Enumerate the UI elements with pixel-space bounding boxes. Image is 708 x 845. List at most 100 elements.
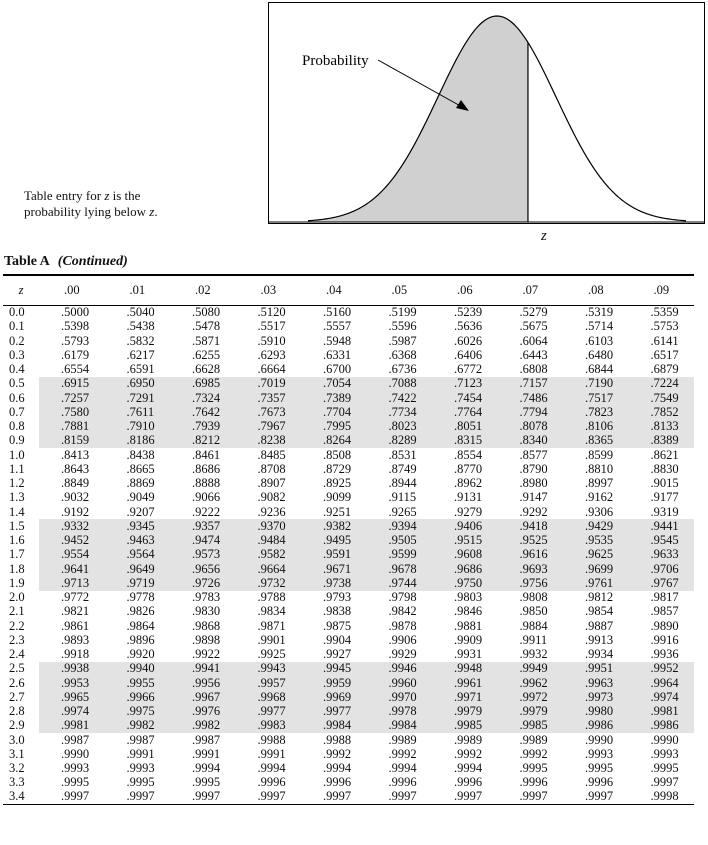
table-cell: .6443 bbox=[519, 347, 548, 362]
table-cell: .8830 bbox=[650, 461, 679, 476]
table-cell: .8621 bbox=[650, 447, 679, 462]
table-cell: .9750 bbox=[432, 576, 498, 591]
table-cell: .7157 bbox=[497, 376, 563, 391]
table-cell: .9990 bbox=[650, 732, 679, 747]
table-cell: .8599 bbox=[585, 447, 614, 462]
normal-curve-figure: Probability bbox=[268, 2, 705, 224]
table-cell: .9934 bbox=[585, 647, 614, 662]
table-cell: .8888 bbox=[192, 476, 221, 491]
table-cell: .9484 bbox=[235, 533, 301, 548]
table-cell: .9913 bbox=[585, 632, 614, 647]
table-cell: .7910 bbox=[104, 419, 170, 434]
table-cell: .9996 bbox=[323, 775, 352, 790]
table-caption: Table entry for z is the probability lyi… bbox=[24, 188, 224, 220]
table-cell: .9973 bbox=[563, 690, 629, 705]
table-cell: .5517 bbox=[257, 319, 286, 334]
table-cell: .7823 bbox=[563, 405, 629, 420]
table-cell: .9996 bbox=[519, 775, 548, 790]
table-cell: .9803 bbox=[454, 590, 483, 605]
table-cell: .9706 bbox=[628, 562, 694, 577]
table-cell: .9641 bbox=[39, 562, 105, 577]
table-cell: .9582 bbox=[235, 547, 301, 562]
table-row: 1.9.9713.9719.9726.9732.9738.9744.9750.9… bbox=[3, 576, 694, 591]
table-cell: .9983 bbox=[235, 718, 301, 733]
table-cell: .9236 bbox=[257, 504, 286, 519]
table-cell: .5160 bbox=[323, 305, 352, 320]
table-cell: .9995 bbox=[650, 761, 679, 776]
table-cell: .9994 bbox=[192, 761, 221, 776]
table-cell: .6950 bbox=[104, 376, 170, 391]
table-cell: .9115 bbox=[388, 490, 417, 505]
table-cell: .7704 bbox=[301, 405, 367, 420]
row-z-value: 0.5 bbox=[9, 376, 25, 391]
table-cell: .5040 bbox=[126, 305, 155, 320]
table-cell: .9082 bbox=[257, 490, 286, 505]
table-cell: .7019 bbox=[235, 376, 301, 391]
table-cell: .9984 bbox=[301, 718, 367, 733]
normal-curve-svg: Probability bbox=[268, 2, 705, 224]
table-cell: .9961 bbox=[432, 676, 498, 691]
table-cell: .9927 bbox=[323, 647, 352, 662]
table-title: Table A (Continued) bbox=[4, 254, 128, 270]
table-cell: .6480 bbox=[585, 347, 614, 362]
table-cell: .8749 bbox=[388, 461, 417, 476]
column-header: .05 bbox=[391, 283, 408, 297]
table-cell: .9989 bbox=[454, 732, 483, 747]
table-cell: .9966 bbox=[104, 690, 170, 705]
table-cell: .9868 bbox=[192, 618, 221, 633]
table-cell: .9864 bbox=[126, 618, 155, 633]
table-cell: .8665 bbox=[126, 461, 155, 476]
table-cell: .9977 bbox=[235, 704, 301, 719]
table-cell: .5478 bbox=[192, 319, 221, 334]
table-cell: .8315 bbox=[432, 433, 498, 448]
table-cell: .9997 bbox=[126, 789, 155, 804]
table-cell: .8289 bbox=[366, 433, 432, 448]
table-cell: .9756 bbox=[497, 576, 563, 591]
column-header: .02 bbox=[194, 283, 211, 297]
table-cell: .9936 bbox=[650, 647, 679, 662]
table-cell: .9147 bbox=[519, 490, 548, 505]
table-cell: .6064 bbox=[519, 333, 548, 348]
table-cell: .8554 bbox=[454, 447, 483, 462]
table-cell: .9967 bbox=[170, 690, 236, 705]
table-row: 3.2 .9993 .9993 .9994 .9994 .9994 .9994 .9994 .9… bbox=[3, 762, 694, 776]
table-row: 2.3 .9893 .9896 .9898 .9901 .9904 .9906 .9909 .9… bbox=[3, 633, 694, 647]
table-cell: .9732 bbox=[235, 576, 301, 591]
table-cell: .7611 bbox=[104, 405, 170, 420]
table-cell: .9699 bbox=[563, 562, 629, 577]
table-cell: .6293 bbox=[257, 347, 286, 362]
table-cell: .9265 bbox=[388, 504, 417, 519]
table-cell: .9177 bbox=[650, 490, 679, 505]
table-cell: .9251 bbox=[323, 504, 352, 519]
z-table: z .00 .01 .02 .03 .04 .05 .06 .07 .08 .09 0.0 .5000… bbox=[3, 274, 694, 806]
arrow-head bbox=[456, 100, 469, 111]
table-cell: .9981 bbox=[628, 704, 694, 719]
table-cell: .9940 bbox=[104, 661, 170, 676]
table-cell: .9991 bbox=[192, 746, 221, 761]
table-cell: .9995 bbox=[585, 761, 614, 776]
caption-line-1: Table entry for z is the bbox=[24, 188, 224, 204]
normal-probability-table: z .00 .01 .02 .03 .04 .05 .06 .07 .08 .09 0.0 .5000… bbox=[3, 274, 694, 806]
table-cell: .9608 bbox=[432, 547, 498, 562]
table-cell: .9990 bbox=[585, 732, 614, 747]
row-z-value: 3.1 bbox=[9, 746, 25, 761]
table-cell: .9997 bbox=[192, 789, 221, 804]
table-cell: .9952 bbox=[628, 661, 694, 676]
table-cell: .7881 bbox=[39, 419, 105, 434]
table-cell: .8907 bbox=[257, 476, 286, 491]
table-cell: .9916 bbox=[650, 632, 679, 647]
table-cell: .9793 bbox=[323, 590, 352, 605]
row-z-value: 2.6 bbox=[9, 675, 25, 690]
table-cell: .9893 bbox=[61, 632, 90, 647]
table-cell: .5080 bbox=[192, 305, 221, 320]
table-cell: .9922 bbox=[192, 647, 221, 662]
table-cell: .9761 bbox=[563, 576, 629, 591]
table-cell: .9686 bbox=[432, 562, 498, 577]
table-cell: .9993 bbox=[585, 746, 614, 761]
table-cell: .9881 bbox=[454, 618, 483, 633]
table-cell: .7324 bbox=[170, 391, 236, 406]
table-cell: .9345 bbox=[104, 519, 170, 534]
table-cell: .5279 bbox=[519, 305, 548, 320]
table-cell: .5948 bbox=[323, 333, 352, 348]
table-cell: .6255 bbox=[192, 347, 221, 362]
